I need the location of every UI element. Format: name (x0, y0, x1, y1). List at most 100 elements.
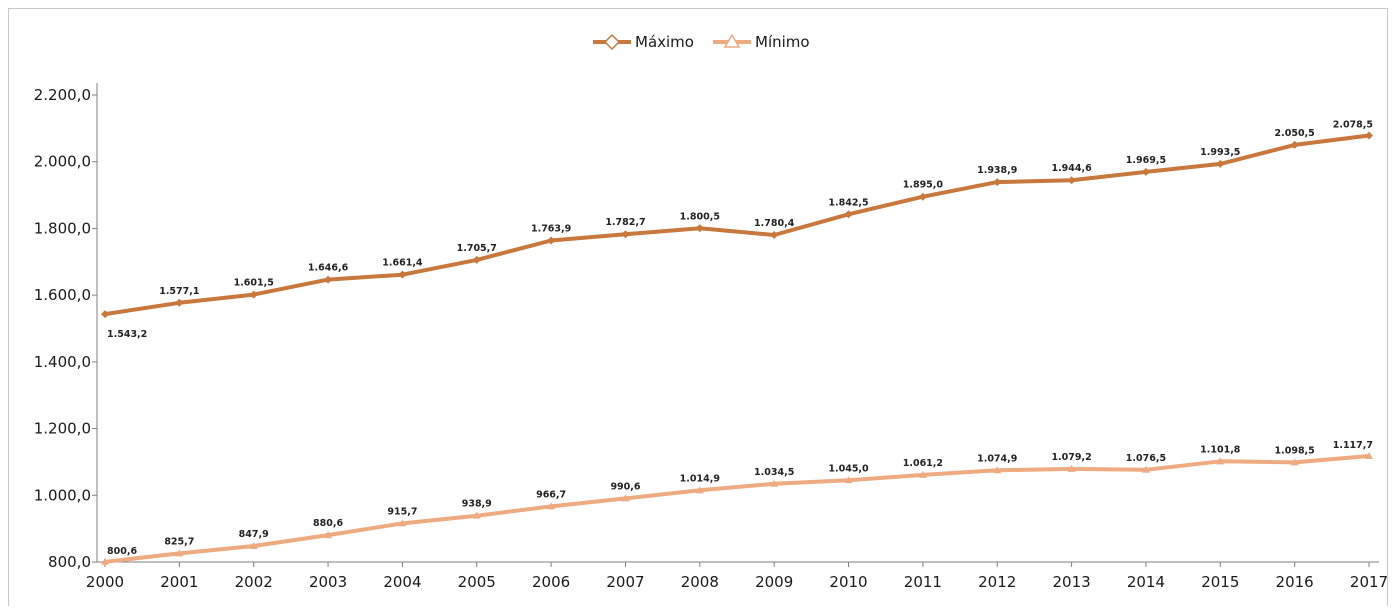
legend-marker (723, 33, 741, 48)
data-label: 1.944,6 (1051, 163, 1092, 174)
data-point (993, 466, 1002, 474)
data-label: 847,9 (239, 529, 269, 540)
data-label: 1.895,0 (903, 180, 944, 191)
legend: Máximo Mínimo (593, 33, 810, 51)
x-tick-label: 2001 (160, 573, 198, 591)
data-point (175, 549, 184, 557)
x-tick-label: 2002 (235, 573, 273, 591)
y-tick-label: 1.000,0 (34, 486, 91, 504)
x-tick-label: 2006 (532, 573, 570, 591)
data-point (1067, 464, 1076, 472)
line-chart: Máximo Mínimo 800,0 1.000,0 1.200,0 1.400,0 1… (34, 33, 1388, 591)
data-label: 825,7 (164, 536, 194, 547)
data-point (175, 298, 184, 307)
data-point (1290, 140, 1299, 149)
data-label: 1.993,5 (1200, 147, 1240, 158)
y-tick-label: 2.000,0 (34, 153, 91, 171)
data-label: 1.969,5 (1126, 155, 1166, 166)
legend-marker (603, 33, 621, 51)
data-label: 1.800,5 (680, 211, 720, 222)
series-minimo: 800,6 825,7 847,9 880,6 915,7 938,9 966,7 990,6… (101, 440, 1373, 565)
data-label: 966,7 (536, 489, 566, 500)
x-tick-label: 2016 (1276, 573, 1314, 591)
data-point (844, 476, 853, 484)
x-tick-label: 2010 (829, 573, 867, 591)
data-point (101, 557, 109, 565)
data-point (101, 310, 109, 319)
data-point (1365, 452, 1373, 460)
data-label: 915,7 (387, 506, 417, 517)
data-label: 1.780,4 (754, 218, 795, 229)
data-label: 2.078,5 (1333, 120, 1373, 131)
data-label: 1.034,5 (754, 467, 794, 478)
x-tick-label: 2008 (681, 573, 719, 591)
x-tick-label: 2014 (1127, 573, 1165, 591)
x-tick-label: 2007 (606, 573, 644, 591)
y-tick-label: 1.400,0 (34, 353, 91, 371)
legend-label: Mínimo (755, 33, 810, 51)
data-label: 1.842,5 (828, 197, 868, 208)
data-point (398, 519, 407, 527)
data-label: 1.079,2 (1051, 452, 1091, 463)
data-label: 990,6 (610, 481, 640, 492)
data-label: 1.117,7 (1333, 440, 1373, 451)
y-tick-label: 1.600,0 (34, 286, 91, 304)
data-point (398, 270, 407, 279)
x-tick-label: 2015 (1201, 573, 1239, 591)
data-point (472, 511, 481, 519)
data-label: 1.577,1 (159, 286, 199, 297)
data-label: 1.601,5 (234, 278, 274, 289)
data-label: 1.763,9 (531, 223, 571, 234)
x-axis: 2000 2001 2002 2003 2004 2005 2006 2007 2008 2009… (86, 561, 1388, 591)
series-layer: 1.543,2 1.577,1 1.601,5 1.646,6 1.661,4 1.705… (101, 120, 1373, 565)
data-label: 1.543,2 (107, 329, 147, 340)
data-label: 1.074,9 (977, 453, 1017, 464)
data-label: 2.050,5 (1275, 128, 1315, 139)
x-tick-label: 2017 (1350, 573, 1388, 591)
data-point (472, 255, 481, 264)
legend-item-maximo: Máximo (593, 33, 694, 51)
data-point (621, 494, 630, 502)
legend-label: Máximo (635, 33, 694, 51)
data-point (621, 230, 630, 239)
data-label: 938,9 (462, 499, 492, 510)
chart-area: Máximo Mínimo 800,0 1.000,0 1.200,0 1.400,0 1… (8, 8, 1388, 606)
y-tick-label: 1.200,0 (34, 420, 91, 438)
series-maximo: 1.543,2 1.577,1 1.601,5 1.646,6 1.661,4 1.705… (101, 120, 1373, 340)
data-label: 800,6 (107, 546, 137, 557)
y-tick-label: 2.200,0 (34, 86, 91, 104)
data-point (695, 486, 704, 494)
data-label: 1.061,2 (903, 458, 943, 469)
x-tick-label: 2005 (458, 573, 496, 591)
data-label: 1.014,9 (680, 473, 720, 484)
data-point (770, 479, 779, 487)
series-line (104, 133, 1370, 317)
data-point (1216, 159, 1225, 168)
data-point (695, 224, 704, 233)
data-point (547, 236, 556, 245)
data-point (249, 542, 258, 550)
y-tick-label: 800,0 (48, 553, 91, 571)
data-label: 1.661,4 (382, 258, 423, 269)
data-point (324, 531, 333, 539)
data-point (547, 502, 556, 510)
data-point (324, 275, 333, 284)
data-label: 1.101,8 (1200, 444, 1241, 455)
data-point (1141, 167, 1150, 176)
x-tick-label: 2000 (86, 573, 124, 591)
data-label: 1.782,7 (605, 217, 645, 228)
data-point (918, 192, 927, 201)
x-tick-label: 2009 (755, 573, 793, 591)
y-tick-label: 1.800,0 (34, 219, 91, 237)
data-point (993, 178, 1002, 187)
data-point (1067, 176, 1076, 185)
data-label: 1.076,5 (1126, 453, 1166, 464)
data-label: 1.646,6 (308, 263, 349, 274)
legend-item-minimo: Mínimo (713, 33, 810, 51)
data-point (770, 230, 779, 239)
x-tick-label: 2012 (978, 573, 1016, 591)
data-point (1216, 457, 1225, 465)
data-label: 1.098,5 (1275, 445, 1315, 456)
x-tick-label: 2013 (1052, 573, 1090, 591)
data-point (1290, 458, 1299, 466)
